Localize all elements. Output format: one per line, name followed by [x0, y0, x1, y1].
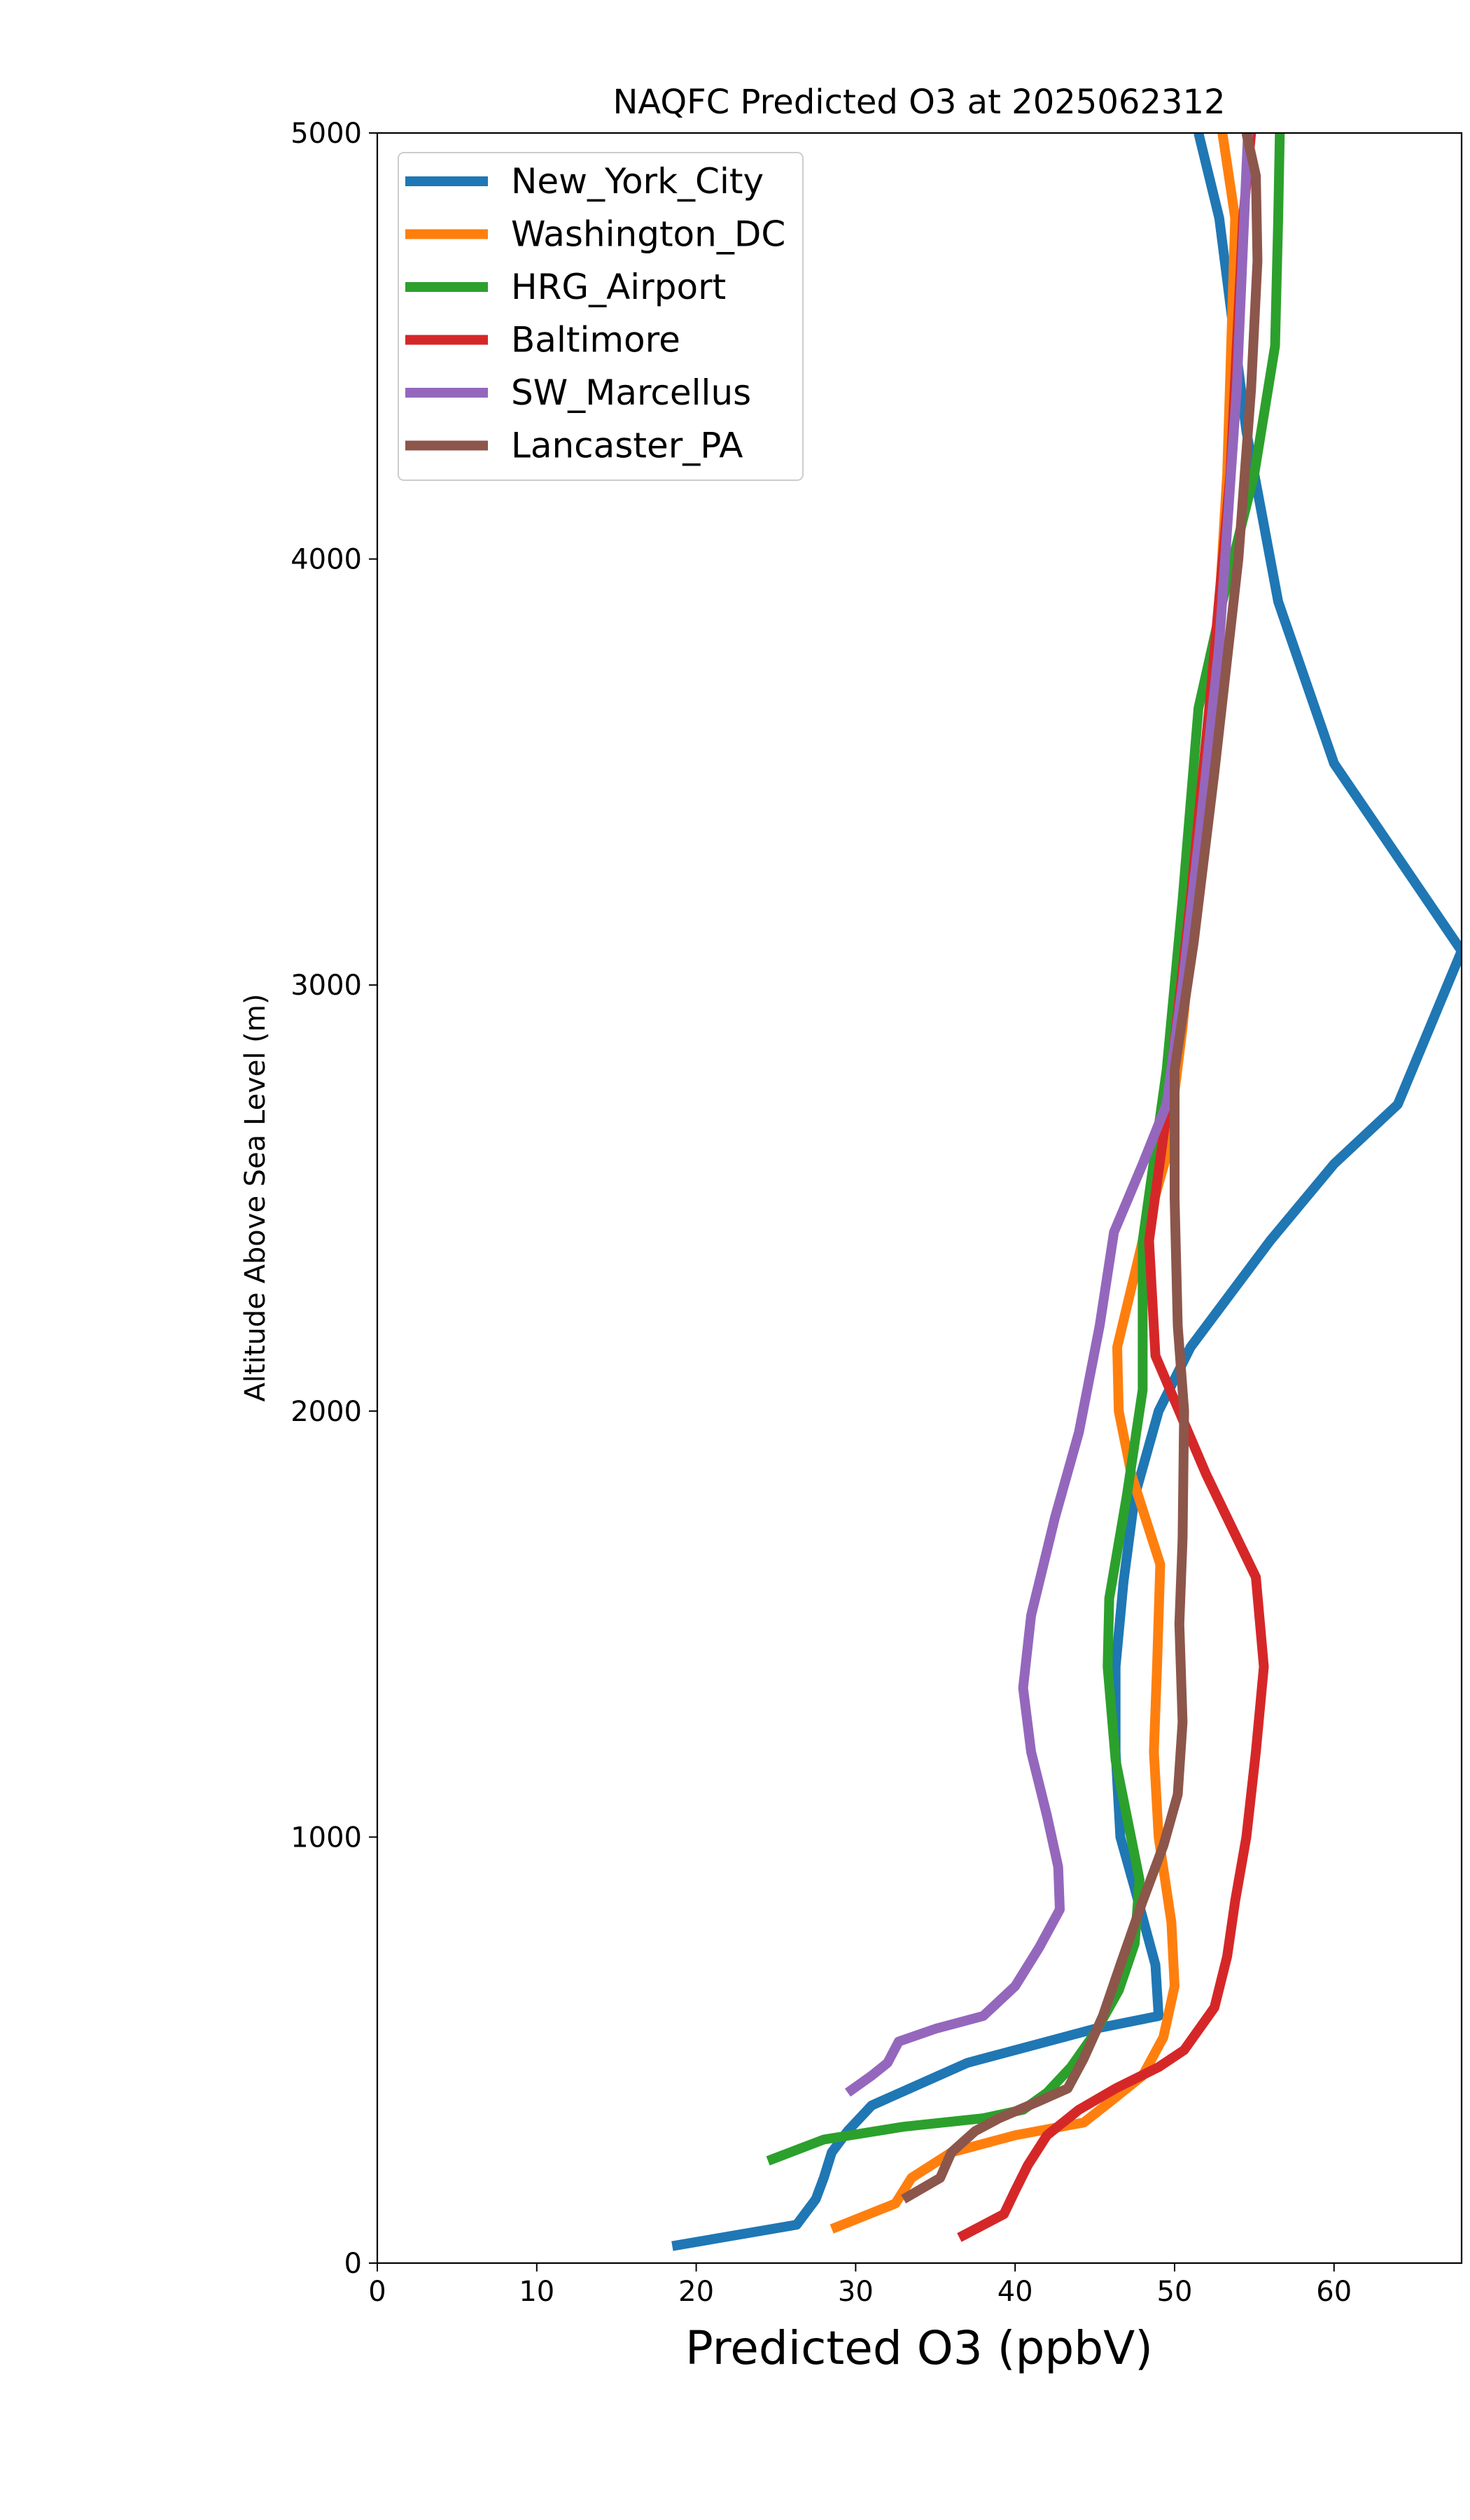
y-axis: 0 1000 2000 3000 4000 5000: [290, 118, 377, 2280]
x-tick-label: 40: [997, 2276, 1033, 2308]
x-tick-label: 10: [519, 2276, 554, 2308]
legend-label-HRG_Airport: HRG_Airport: [511, 267, 726, 307]
x-tick-label: 0: [368, 2276, 386, 2308]
x-tick-label: 30: [838, 2276, 874, 2308]
y-tick-label: 1000: [290, 1821, 362, 1854]
chart-title: NAQFC Predicted O3 at 2025062312: [612, 83, 1225, 122]
y-tick-label: 3000: [290, 969, 362, 1002]
legend-frame: [398, 152, 804, 481]
x-axis-label: Predicted O3 (ppbV): [685, 2321, 1153, 2375]
y-axis-label: Altitude Above Sea Level (m): [239, 994, 272, 1402]
legend-label-SW_Marcellus: SW_Marcellus: [511, 372, 751, 413]
x-tick-label: 60: [1316, 2276, 1352, 2308]
legend: New_York_City Washington_DC HRG_Airport Bal…: [398, 152, 804, 481]
legend-label-Lancaster_PA: Lancaster_PA: [511, 426, 743, 466]
legend-items: New_York_City Washington_DC HRG_Airport Bal…: [405, 161, 785, 466]
y-tick-label: 2000: [290, 1396, 362, 1428]
plot-frame: [376, 132, 1463, 2264]
y-tick-label: 4000: [290, 544, 362, 576]
y-tick-label: 0: [344, 2248, 362, 2280]
x-axis: 0 10 20 30 40 50 60: [368, 2263, 1352, 2308]
series-line-Lancaster_PA: [901, 133, 1263, 2204]
legend-label-New_York_City: New_York_City: [511, 161, 764, 202]
legend-label-Washington_DC: Washington_DC: [511, 214, 785, 255]
series-layer: [671, 133, 1462, 2251]
legend-label-Baltimore: Baltimore: [511, 320, 680, 360]
x-tick-label: 20: [678, 2276, 714, 2308]
y-tick-label: 5000: [290, 118, 362, 150]
x-tick-label: 50: [1157, 2276, 1193, 2308]
